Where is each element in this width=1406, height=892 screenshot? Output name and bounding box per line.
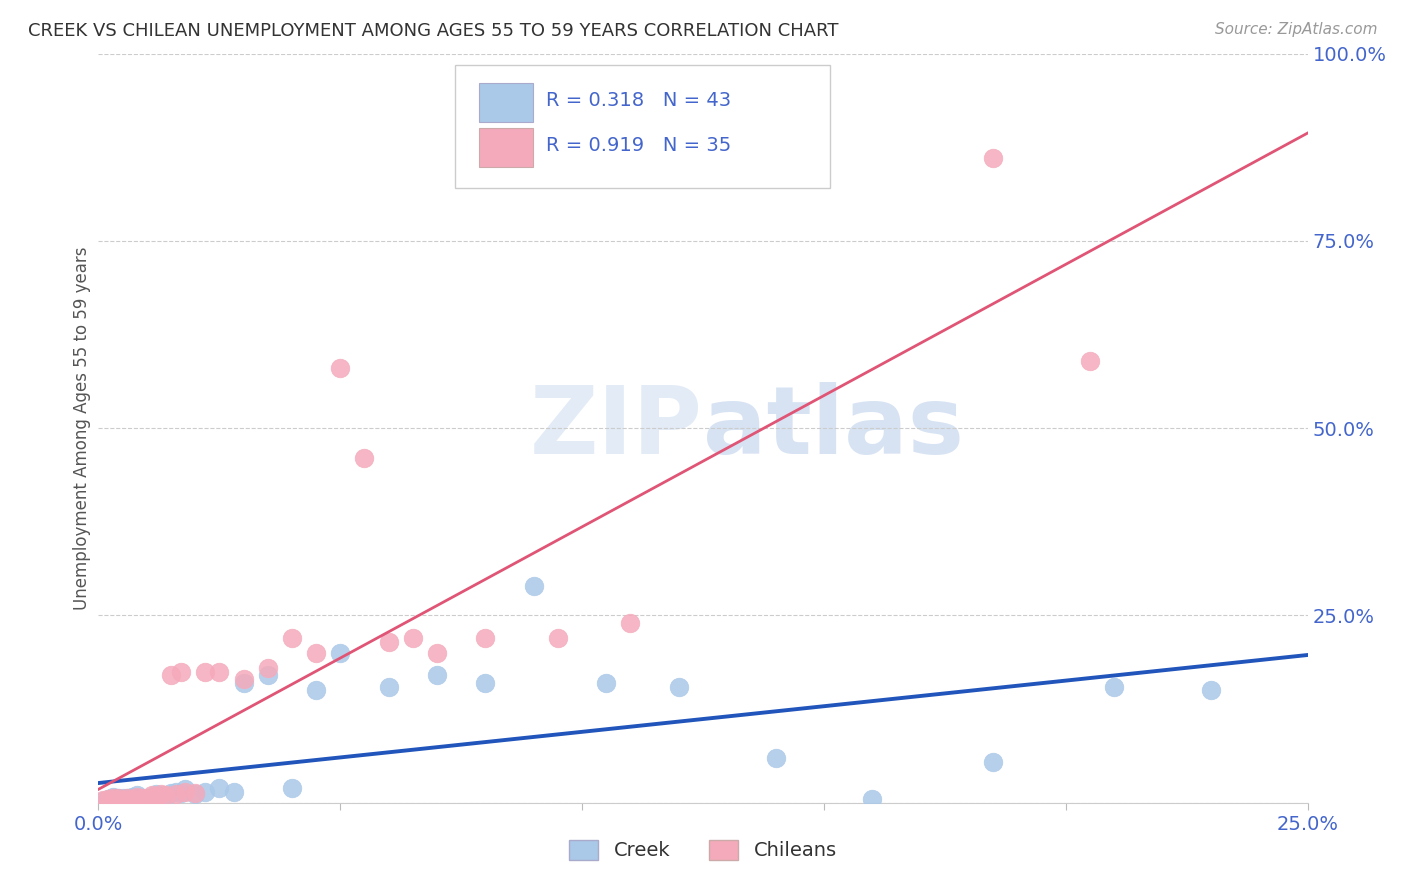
Point bbox=[145, 789, 167, 803]
Point bbox=[169, 665, 191, 679]
Point bbox=[305, 646, 328, 660]
Point bbox=[135, 791, 157, 805]
Point bbox=[174, 782, 197, 797]
Point bbox=[184, 787, 207, 801]
Point bbox=[1078, 353, 1101, 368]
Point bbox=[981, 152, 1004, 166]
Point bbox=[101, 791, 124, 805]
Point bbox=[1199, 683, 1222, 698]
Point bbox=[281, 631, 304, 645]
Point bbox=[329, 646, 352, 660]
Point bbox=[981, 755, 1004, 769]
Point bbox=[619, 615, 641, 630]
Point bbox=[155, 789, 177, 803]
Point bbox=[127, 792, 149, 806]
Point bbox=[97, 792, 120, 806]
Point bbox=[426, 668, 449, 682]
Point bbox=[107, 790, 129, 805]
FancyBboxPatch shape bbox=[479, 84, 533, 122]
Point bbox=[208, 780, 231, 795]
Point bbox=[169, 786, 191, 800]
Point bbox=[765, 751, 787, 765]
Point bbox=[121, 789, 143, 804]
Y-axis label: Unemployment Among Ages 55 to 59 years: Unemployment Among Ages 55 to 59 years bbox=[73, 246, 91, 610]
Point bbox=[523, 578, 546, 592]
FancyBboxPatch shape bbox=[456, 65, 830, 188]
Point bbox=[160, 668, 183, 682]
Point bbox=[474, 676, 496, 690]
Point bbox=[353, 451, 375, 466]
Point bbox=[165, 784, 187, 798]
Point bbox=[107, 793, 129, 807]
Point bbox=[377, 634, 399, 648]
Point bbox=[150, 789, 173, 803]
Point bbox=[101, 793, 124, 807]
Point bbox=[165, 787, 187, 801]
Point bbox=[208, 665, 231, 679]
Point bbox=[111, 793, 134, 807]
Point bbox=[155, 788, 177, 802]
Point bbox=[117, 791, 139, 805]
Point bbox=[121, 792, 143, 806]
Point bbox=[145, 787, 167, 801]
Point bbox=[860, 792, 883, 806]
Point bbox=[194, 784, 217, 798]
Point bbox=[668, 680, 690, 694]
Point bbox=[91, 793, 114, 807]
Point bbox=[281, 780, 304, 795]
Point bbox=[547, 631, 569, 645]
Point bbox=[256, 661, 278, 675]
Point bbox=[127, 789, 149, 803]
Point bbox=[101, 789, 124, 804]
Point bbox=[135, 791, 157, 805]
Point bbox=[474, 631, 496, 645]
Point bbox=[256, 668, 278, 682]
Point bbox=[595, 676, 617, 690]
Text: Source: ZipAtlas.com: Source: ZipAtlas.com bbox=[1215, 22, 1378, 37]
Point bbox=[377, 680, 399, 694]
Point bbox=[305, 683, 328, 698]
Point bbox=[402, 631, 425, 645]
Point bbox=[232, 672, 254, 686]
Point bbox=[121, 793, 143, 807]
Point bbox=[107, 791, 129, 805]
Point bbox=[194, 665, 217, 679]
Point bbox=[184, 786, 207, 800]
Text: CREEK VS CHILEAN UNEMPLOYMENT AMONG AGES 55 TO 59 YEARS CORRELATION CHART: CREEK VS CHILEAN UNEMPLOYMENT AMONG AGES… bbox=[28, 22, 838, 40]
Text: ZIP: ZIP bbox=[530, 382, 703, 475]
Point bbox=[127, 789, 149, 804]
Point bbox=[111, 792, 134, 806]
Point bbox=[141, 789, 163, 803]
Text: R = 0.318   N = 43: R = 0.318 N = 43 bbox=[546, 91, 731, 111]
Point bbox=[97, 792, 120, 806]
Point bbox=[131, 790, 153, 805]
Point bbox=[111, 790, 134, 805]
Text: atlas: atlas bbox=[703, 382, 965, 475]
Point bbox=[1102, 680, 1125, 694]
Point bbox=[141, 789, 163, 804]
Point bbox=[131, 790, 153, 805]
Point bbox=[232, 676, 254, 690]
Point bbox=[117, 791, 139, 805]
Point bbox=[91, 793, 114, 807]
Point bbox=[426, 646, 449, 660]
Point bbox=[222, 784, 245, 798]
Legend: Creek, Chileans: Creek, Chileans bbox=[561, 832, 845, 868]
FancyBboxPatch shape bbox=[479, 128, 533, 168]
Point bbox=[329, 361, 352, 376]
Point bbox=[150, 787, 173, 801]
Point bbox=[174, 784, 197, 798]
Point bbox=[160, 786, 183, 800]
Text: R = 0.919   N = 35: R = 0.919 N = 35 bbox=[546, 136, 731, 155]
